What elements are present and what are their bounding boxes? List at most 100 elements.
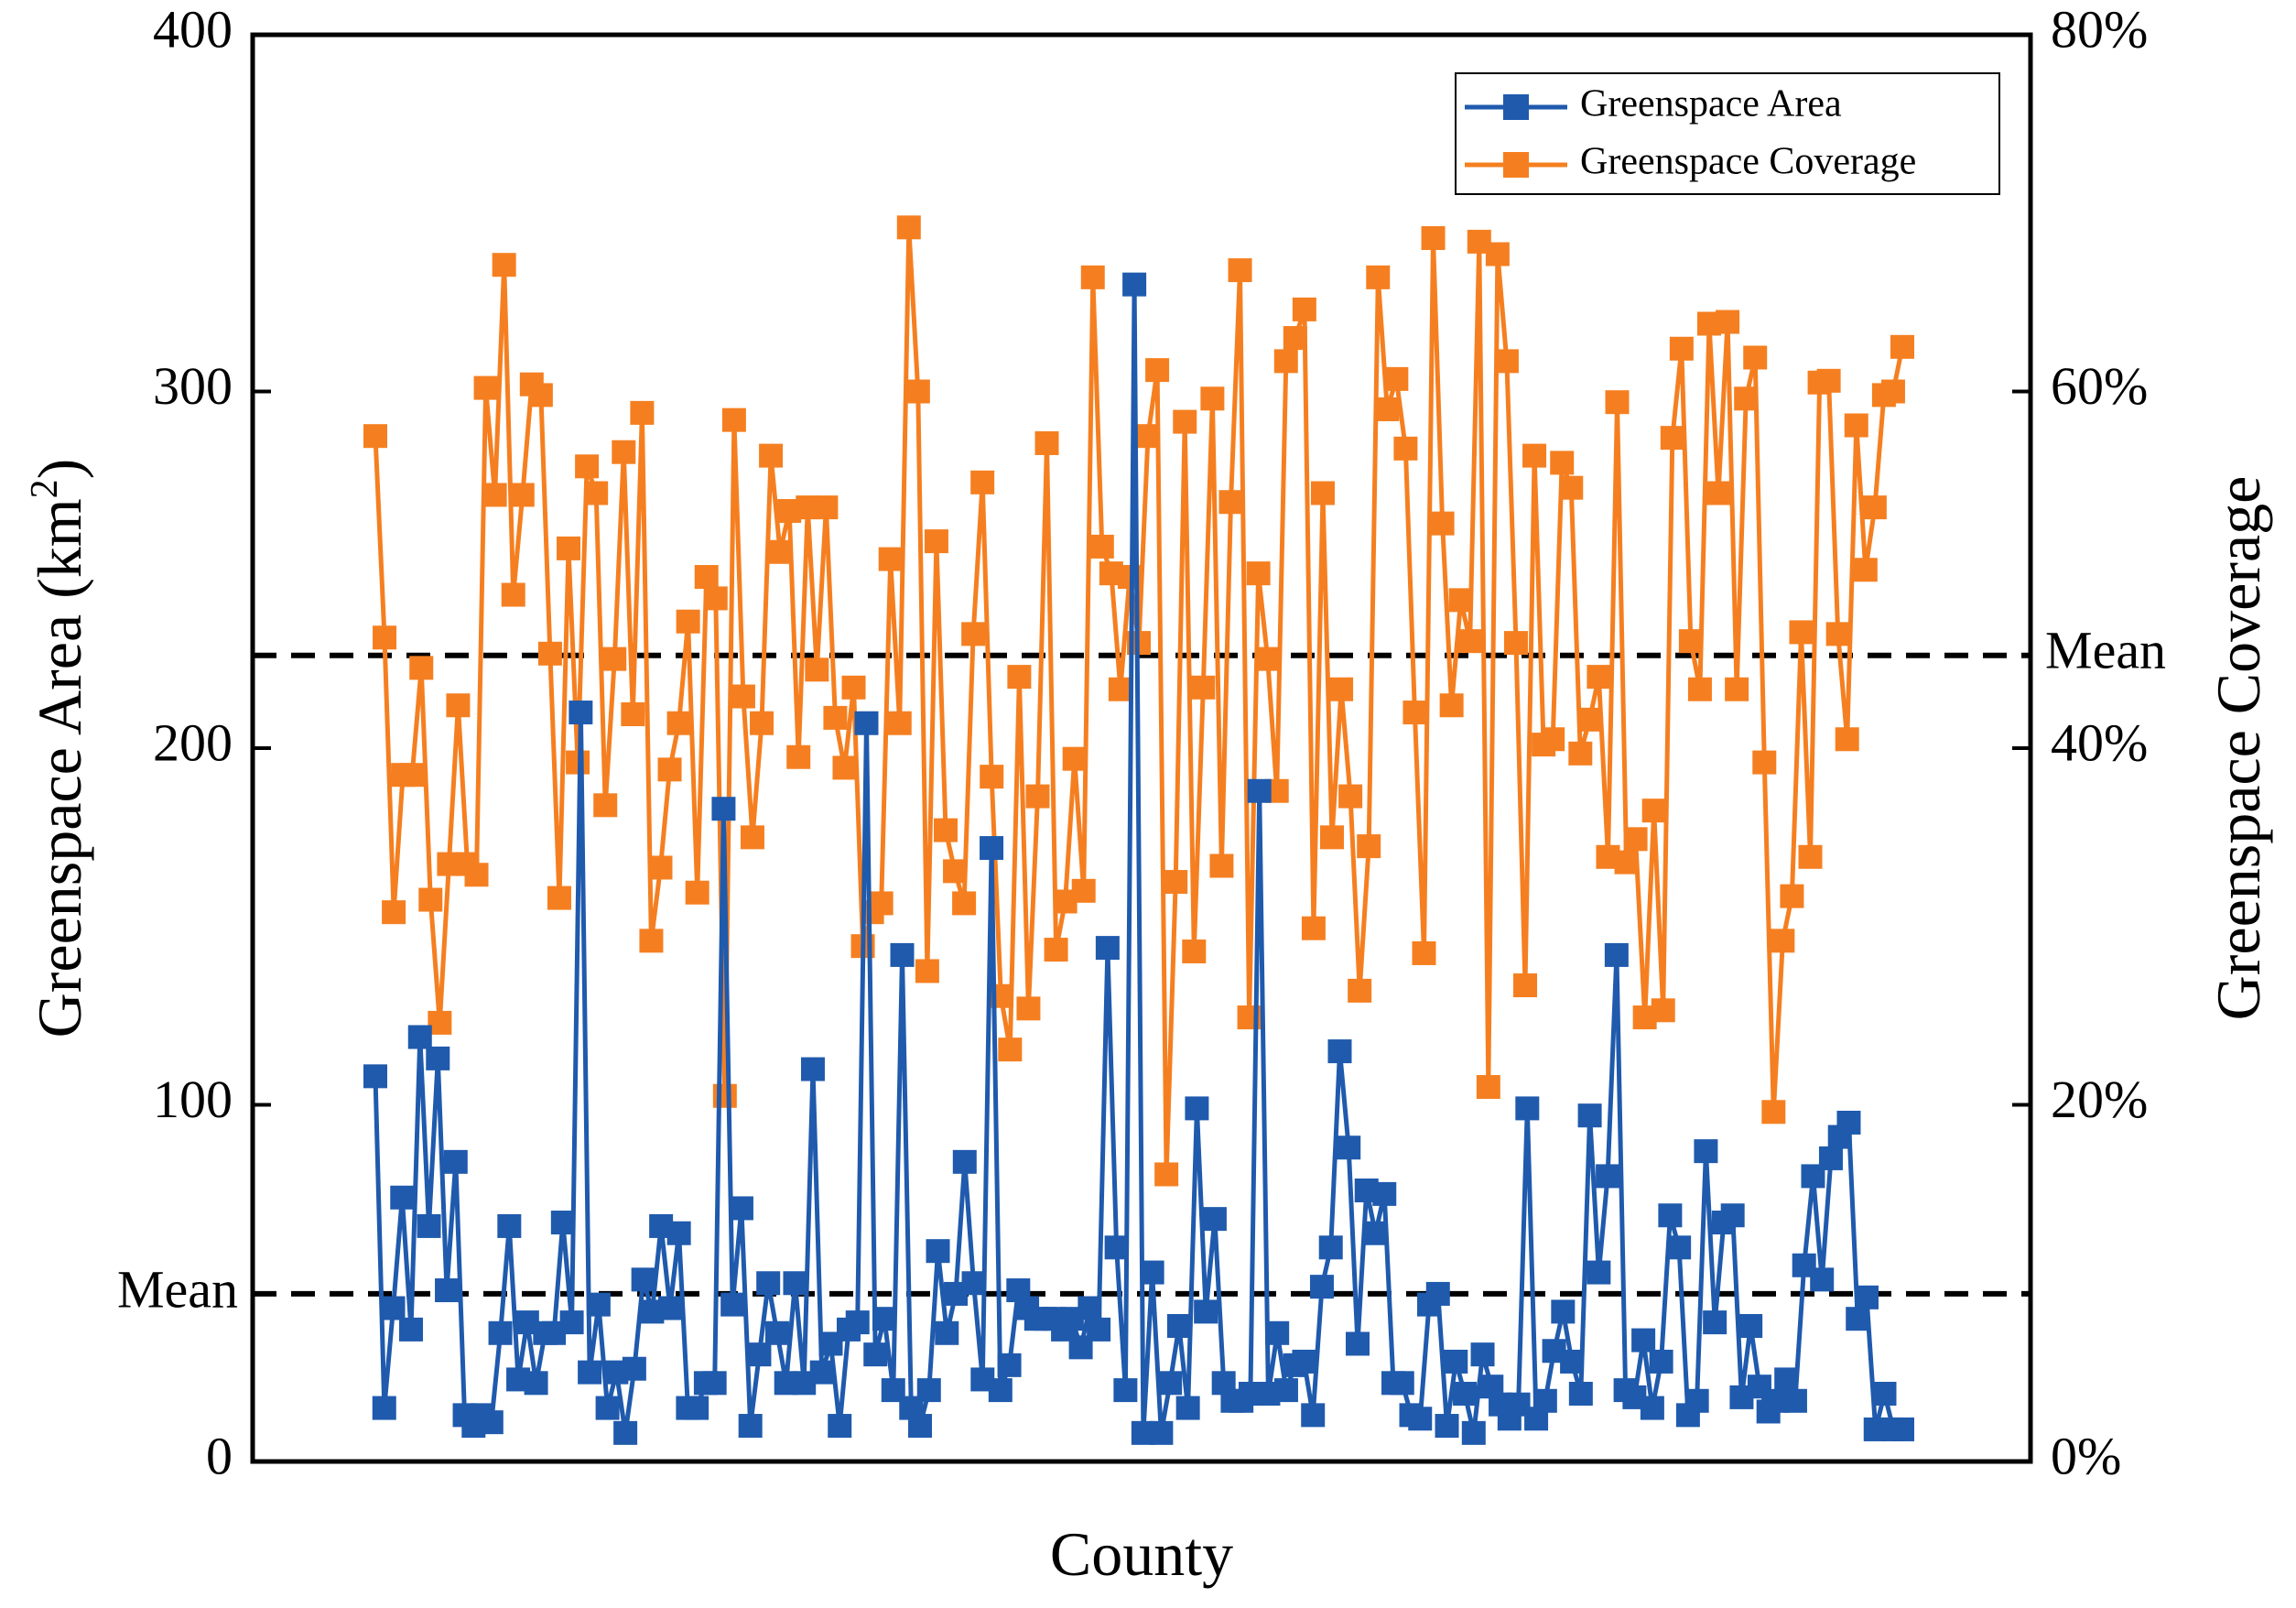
legend-marker-greenspace-coverage	[1503, 152, 1529, 178]
data-point	[417, 1213, 441, 1238]
data-point	[559, 1310, 584, 1335]
data-point	[1080, 265, 1105, 289]
data-point	[997, 1353, 1022, 1377]
data-point	[878, 547, 903, 571]
data-point	[482, 483, 507, 507]
data-point	[621, 701, 645, 726]
data-point	[980, 836, 1004, 861]
data-point	[828, 1414, 852, 1439]
series-greenspace-area	[363, 272, 1914, 1445]
data-point	[373, 625, 397, 650]
data-point	[1853, 558, 1878, 582]
data-point	[446, 693, 471, 718]
data-point	[1649, 1349, 1673, 1374]
y-tick-label: 400	[153, 0, 233, 59]
data-point	[1372, 1181, 1397, 1206]
data-point	[1095, 936, 1120, 961]
data-point	[1136, 424, 1161, 449]
data-point	[631, 1267, 655, 1292]
data-point	[464, 863, 489, 887]
data-point	[1273, 349, 1298, 374]
data-point	[1247, 778, 1272, 803]
data-point	[1640, 1396, 1664, 1420]
data-point	[1218, 490, 1243, 515]
data-point	[426, 1046, 450, 1070]
data-point	[890, 942, 915, 967]
data-point	[1623, 827, 1648, 852]
data-point	[488, 1320, 513, 1345]
legend-label-greenspace-coverage: Greenspace Coverage	[1580, 141, 1916, 183]
data-point	[845, 1310, 870, 1335]
data-point	[1457, 629, 1482, 654]
data-point	[1071, 878, 1096, 903]
data-point	[1660, 426, 1684, 451]
data-point	[657, 1296, 682, 1320]
y-axis-title-main: Greenspace Area (km	[25, 498, 94, 1038]
series-line	[373, 282, 1902, 1436]
data-point	[1246, 561, 1271, 586]
data-point	[926, 1239, 950, 1264]
legend-box	[1455, 72, 2000, 195]
data-point	[1577, 707, 1602, 732]
data-point	[399, 1317, 424, 1342]
data-point	[740, 825, 764, 850]
data-point	[575, 454, 600, 479]
data-point	[1145, 358, 1170, 383]
data-point	[1408, 1407, 1433, 1431]
data-point	[1604, 942, 1629, 967]
data-point	[854, 711, 879, 735]
data-point	[1614, 850, 1639, 875]
data-point	[1345, 1331, 1370, 1356]
data-point	[524, 1371, 548, 1396]
data-point	[1439, 693, 1464, 718]
data-point	[1283, 326, 1307, 351]
data-point	[501, 582, 525, 607]
data-point	[584, 481, 609, 505]
data-point	[1835, 727, 1859, 752]
data-point	[841, 675, 866, 700]
y-tick-label: 200	[153, 712, 233, 772]
data-point	[905, 379, 930, 404]
data-point	[1384, 366, 1409, 391]
data-point	[1771, 929, 1795, 953]
data-point	[1292, 1349, 1316, 1374]
data-point	[586, 1292, 611, 1317]
data-point	[1375, 397, 1400, 421]
data-point	[738, 1414, 763, 1439]
data-point	[1774, 1367, 1799, 1392]
data-point	[703, 586, 728, 611]
data-point	[443, 1149, 468, 1174]
data-point	[1560, 1349, 1585, 1374]
data-point	[1421, 226, 1446, 251]
data-point	[435, 1278, 460, 1303]
data-point	[702, 1371, 727, 1396]
data-point	[1301, 916, 1326, 940]
data-point	[593, 793, 618, 818]
data-point	[1743, 345, 1768, 370]
y-tick-label: 0	[206, 1426, 233, 1485]
data-point	[1265, 1320, 1290, 1345]
data-point	[1318, 1235, 1343, 1260]
data-point	[1476, 1075, 1500, 1100]
y2-tick-label: 40%	[2051, 712, 2148, 772]
data-point	[924, 529, 948, 554]
data-point	[1551, 1299, 1576, 1324]
data-point	[666, 711, 691, 735]
data-point	[961, 1271, 986, 1296]
data-point	[1104, 1235, 1129, 1260]
data-point	[1782, 1388, 1807, 1413]
data-point	[1175, 1396, 1200, 1420]
data-point	[1366, 265, 1391, 289]
data-point	[998, 1038, 1023, 1062]
data-point	[1816, 368, 1841, 393]
ticks-layer: 0 100 200 300 400 0% 20% 40% 60% 80%	[153, 0, 2148, 1485]
data-point	[1164, 870, 1188, 895]
data-point	[595, 1396, 620, 1420]
data-point	[1734, 386, 1759, 411]
data-point	[1513, 973, 1538, 998]
data-point	[497, 1213, 522, 1238]
data-point	[1108, 677, 1132, 701]
data-point	[569, 701, 593, 725]
data-point	[1337, 1135, 1361, 1160]
data-point	[479, 1410, 504, 1435]
